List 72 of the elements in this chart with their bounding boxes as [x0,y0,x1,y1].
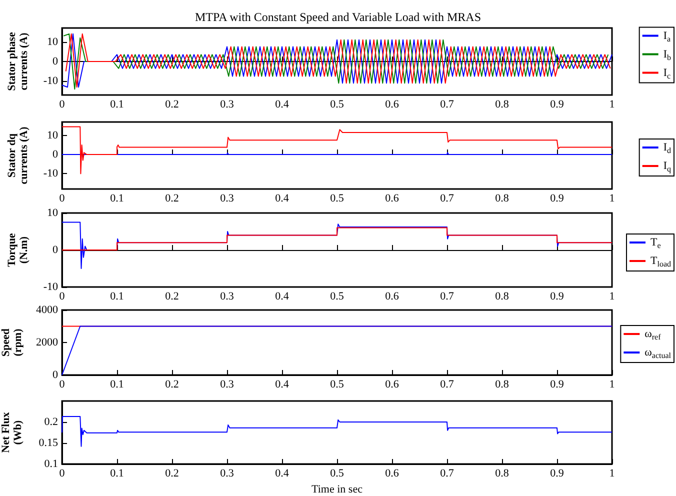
x-tick-label: 0.2 [165,290,179,302]
x-tick-label: 0.8 [495,192,510,204]
y-tick-label: -10 [43,75,58,88]
y-tick-label: 0 [52,369,58,381]
x-tick-label: 0.1 [110,378,124,390]
x-tick-label: 0.9 [550,192,564,204]
x-tick-label: 0.6 [385,290,400,302]
x-tick-label: 0.6 [385,378,400,390]
y-axis-title: Net Flux (Wb) [0,412,24,453]
chart-title: MTPA with Constant Speed and Variable Load with MRAS [195,10,481,24]
y-tick-label: 0 [52,244,58,256]
x-tick-label: 0.3 [220,290,234,302]
x-tick-label: 0.1 [110,290,124,302]
x-tick-label: 1 [609,98,615,110]
x-tick-label: 0.4 [275,378,290,390]
x-tick-label: 0.2 [165,192,179,204]
x-tick-label: 0.8 [495,468,510,480]
x-tick-label: 0.5 [330,98,344,110]
y-tick-label: -10 [43,168,58,180]
y-tick-label: 0.1 [44,458,58,470]
x-tick-label: 0.8 [495,98,510,110]
y-axis-title: Stator phase currents (A) [6,32,30,91]
x-tick-label: 0.8 [495,378,510,390]
x-tick-label: 0.4 [275,290,290,302]
x-tick-label: 1 [609,468,615,480]
x-tick-label: 0.3 [220,98,234,110]
x-tick-label: 1 [609,290,615,302]
x-tick-label: 1 [609,192,615,204]
x-tick-label: 0.1 [110,468,124,480]
y-axis-title: Torque (N.m) [6,233,30,267]
y-tick-label: 0 [52,148,58,161]
x-tick-label: 0.4 [275,192,290,204]
x-tick-label: 0.2 [165,98,179,110]
x-tick-label: 0.7 [440,378,454,390]
y-axis-title: Stator dq currents (A) [6,126,30,184]
y-tick-label: 10 [47,207,58,219]
x-tick-label: 0.7 [440,290,454,302]
x-tick-label: 0.7 [440,98,454,110]
x-tick-label: 0.5 [330,468,344,480]
x-tick-label: 0.3 [220,192,234,204]
x-tick-label: 0.2 [165,468,179,480]
x-tick-label: 0.9 [550,468,564,480]
x-tick-label: 0.6 [385,192,400,204]
x-tick-label: 0.5 [330,192,344,204]
x-tick-label: 0.1 [110,98,124,110]
y-tick-label: 0.15 [38,437,58,449]
x-tick-label: 0.4 [275,468,290,480]
x-tick-label: 0.2 [165,378,179,390]
x-tick-label: 0.1 [110,192,124,204]
y-axis-title: Speed (rpm) [0,328,24,357]
x-tick-label: 0.3 [220,468,234,480]
x-tick-label: 0.9 [550,378,564,390]
x-tick-label: 0.7 [440,192,454,204]
x-tick-label: 1 [609,378,615,390]
y-tick-label: 0.2 [44,416,58,428]
x-tick-label: 0.8 [495,290,510,302]
x-tick-label: 0.4 [275,98,290,110]
y-tick-label: 10 [47,129,58,142]
y-tick-label: 4000 [36,304,58,316]
x-tick-label: 0.9 [550,290,564,302]
x-tick-label: 0.9 [550,98,564,110]
y-tick-label: 10 [47,36,58,48]
y-tick-label: -10 [43,281,58,293]
x-tick-label: 0.5 [330,378,344,390]
y-tick-label: 0 [52,56,58,68]
x-tick-label: 0.7 [440,468,454,480]
x-tick-label: 0.6 [385,98,400,110]
y-tick-label: 2000 [36,336,58,348]
x-tick-label: 0.5 [330,290,344,302]
x-axis-title: Time in sec [312,483,363,496]
x-tick-label: 0.3 [220,378,234,390]
x-tick-label: 0.6 [385,468,400,480]
